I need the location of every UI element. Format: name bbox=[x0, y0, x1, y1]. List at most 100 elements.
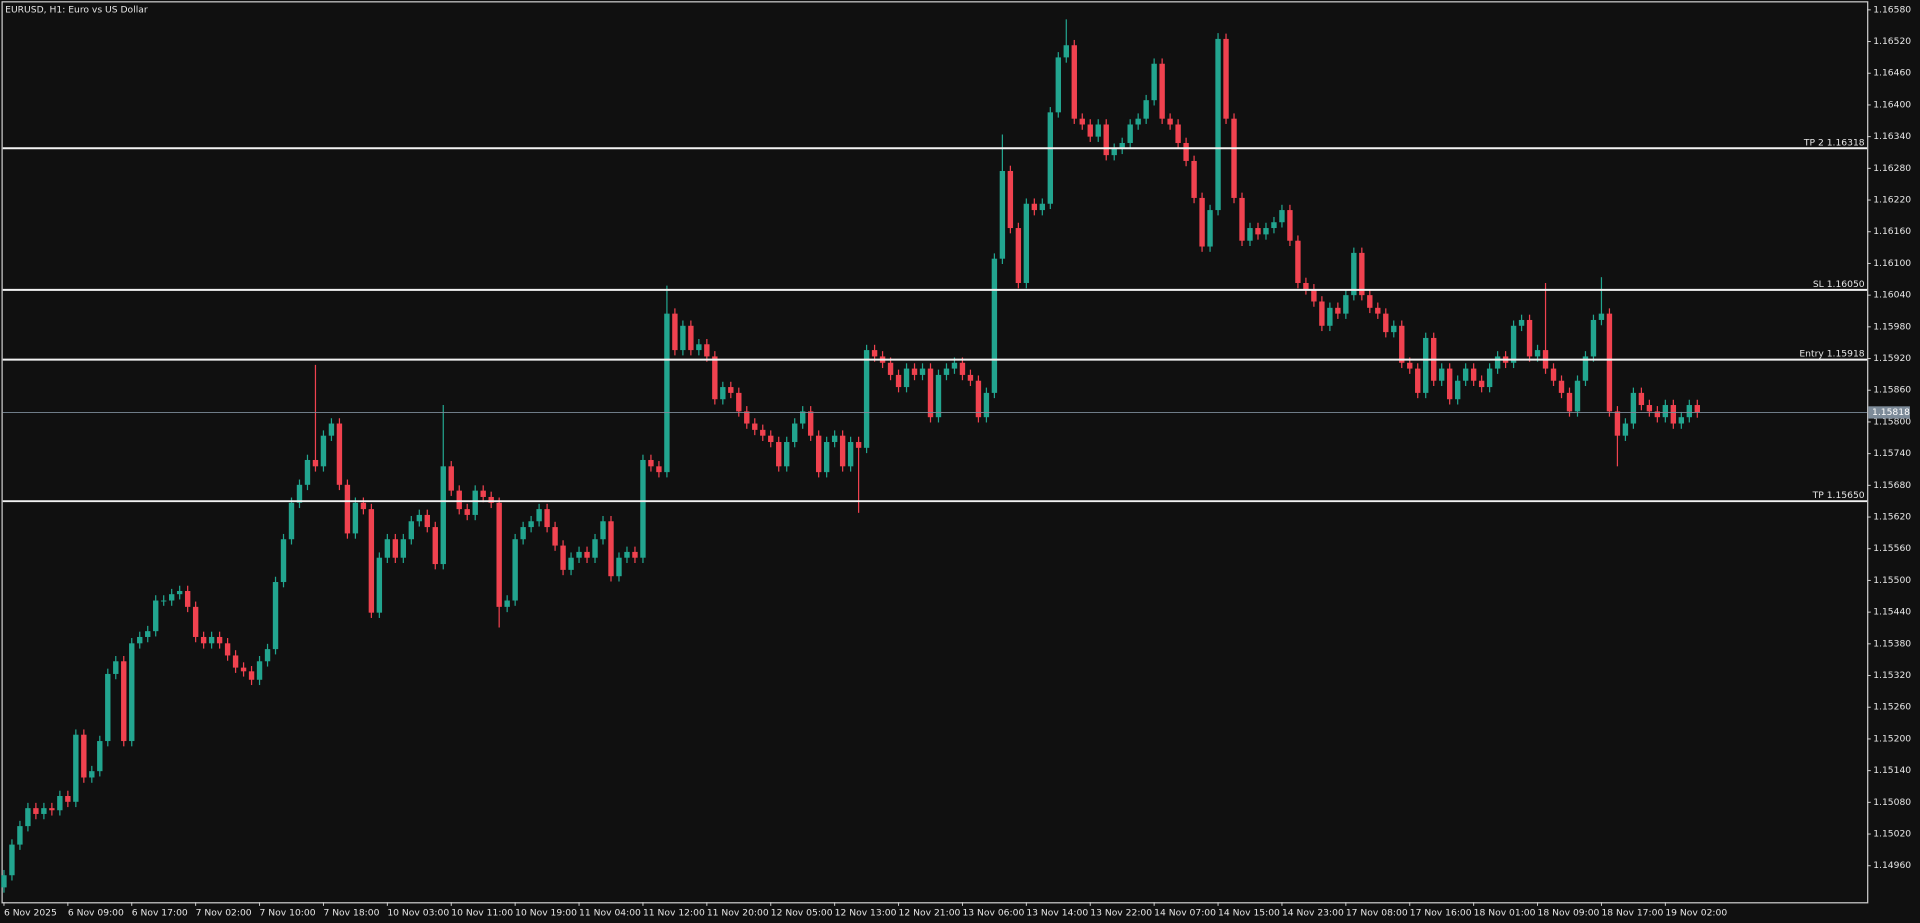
candle-body bbox=[432, 527, 438, 565]
candle-body bbox=[1367, 295, 1373, 308]
level-label: TP 1.15650 bbox=[1812, 490, 1865, 501]
candle-body bbox=[41, 808, 47, 814]
candle-body bbox=[967, 374, 974, 381]
candle-body bbox=[1271, 222, 1277, 229]
candle-body bbox=[624, 551, 630, 558]
candle-body bbox=[1119, 142, 1125, 149]
candle-body bbox=[1351, 252, 1357, 296]
candle-body bbox=[568, 557, 574, 570]
candle-body bbox=[368, 509, 375, 613]
candle-body bbox=[328, 423, 335, 436]
plot-frame bbox=[1, 1, 1869, 904]
candle-body bbox=[192, 606, 199, 637]
candle-body bbox=[392, 539, 399, 558]
candle-body bbox=[815, 435, 822, 473]
candle-body bbox=[608, 521, 614, 577]
candle-body bbox=[1055, 57, 1061, 113]
candle-body bbox=[1335, 307, 1341, 314]
candle-body bbox=[664, 313, 670, 473]
candle-body bbox=[1590, 319, 1597, 357]
candle-body bbox=[1399, 325, 1405, 363]
candle-body bbox=[1383, 313, 1389, 333]
x-tick-label: 18 Nov 17:00 bbox=[1601, 908, 1663, 919]
candle-body bbox=[1071, 45, 1077, 119]
candle-body bbox=[752, 423, 758, 430]
candle-body bbox=[887, 362, 894, 375]
candle-body bbox=[9, 844, 15, 876]
candle-body bbox=[1462, 368, 1469, 381]
candle-body bbox=[344, 484, 351, 534]
candle-body bbox=[959, 362, 966, 375]
candle-body bbox=[1095, 124, 1101, 137]
candle-body bbox=[975, 380, 982, 418]
candle-body bbox=[1478, 380, 1485, 388]
candle-body bbox=[336, 423, 343, 485]
candle-body bbox=[1127, 124, 1133, 143]
candle-body bbox=[1686, 405, 1693, 418]
candle-body bbox=[536, 509, 542, 522]
y-tick-label: 1.15680 bbox=[1873, 480, 1911, 491]
x-tick-label: 11 Nov 12:00 bbox=[643, 908, 705, 919]
x-tick-label: 12 Nov 21:00 bbox=[899, 908, 961, 919]
candle-body bbox=[935, 374, 942, 418]
candle-body bbox=[1558, 380, 1565, 393]
y-tick-label: 1.15560 bbox=[1873, 543, 1911, 554]
candle-body bbox=[712, 356, 718, 400]
candle-body bbox=[1047, 112, 1054, 204]
candle-body bbox=[903, 368, 910, 388]
candle-body bbox=[1407, 362, 1413, 369]
candle-body bbox=[105, 673, 111, 742]
candle-body bbox=[1159, 63, 1165, 119]
candle-body bbox=[1103, 124, 1109, 156]
candle-body bbox=[472, 490, 478, 515]
candle-body bbox=[456, 490, 462, 510]
candle-body bbox=[360, 502, 367, 510]
candle-body bbox=[1319, 301, 1325, 326]
candle-body bbox=[480, 490, 486, 497]
x-tick-label: 6 Nov 17:00 bbox=[132, 908, 188, 919]
candle-body bbox=[1582, 356, 1589, 381]
candle-body bbox=[1518, 319, 1525, 326]
candle-body bbox=[1031, 203, 1038, 211]
candle-body bbox=[400, 539, 407, 558]
candle-body bbox=[65, 795, 71, 802]
x-tick-label: 13 Nov 14:00 bbox=[1026, 908, 1088, 919]
candle-body bbox=[520, 527, 526, 540]
candle-body bbox=[1279, 210, 1285, 223]
candle-body bbox=[1231, 118, 1237, 198]
candle-body bbox=[552, 527, 558, 546]
candle-body bbox=[632, 551, 638, 558]
chart-title: EURUSD, H1: Euro vs US Dollar bbox=[5, 4, 148, 15]
candle-body bbox=[1135, 118, 1141, 125]
candle-body bbox=[1415, 368, 1421, 393]
candle-body bbox=[1550, 368, 1557, 381]
candle-body bbox=[1574, 380, 1581, 412]
y-tick-label: 1.15620 bbox=[1873, 512, 1911, 523]
y-tick-label: 1.16580 bbox=[1873, 4, 1911, 15]
candle-body bbox=[33, 808, 39, 814]
y-tick-label: 1.15860 bbox=[1873, 385, 1911, 396]
x-tick-label: 18 Nov 09:00 bbox=[1538, 908, 1600, 919]
candle-body bbox=[1207, 210, 1213, 247]
candle-body bbox=[176, 591, 183, 595]
y-tick-label: 1.15260 bbox=[1873, 702, 1911, 713]
candle-body bbox=[57, 795, 63, 811]
x-tick-label: 12 Nov 13:00 bbox=[835, 908, 897, 919]
candle-body bbox=[736, 392, 742, 412]
bid-label: 1.15818 bbox=[1872, 407, 1910, 418]
candle-body bbox=[488, 496, 494, 503]
candle-body bbox=[280, 539, 287, 583]
candle-body bbox=[1239, 197, 1245, 241]
candle-body bbox=[1662, 405, 1669, 418]
candle-body bbox=[424, 514, 430, 528]
x-tick-label: 17 Nov 16:00 bbox=[1410, 908, 1472, 919]
x-tick-label: 11 Nov 20:00 bbox=[707, 908, 769, 919]
candle-body bbox=[1598, 313, 1605, 320]
candle-body bbox=[800, 411, 806, 424]
candle-body bbox=[1079, 118, 1085, 125]
candle-body bbox=[512, 539, 518, 601]
candle-body bbox=[943, 368, 950, 375]
